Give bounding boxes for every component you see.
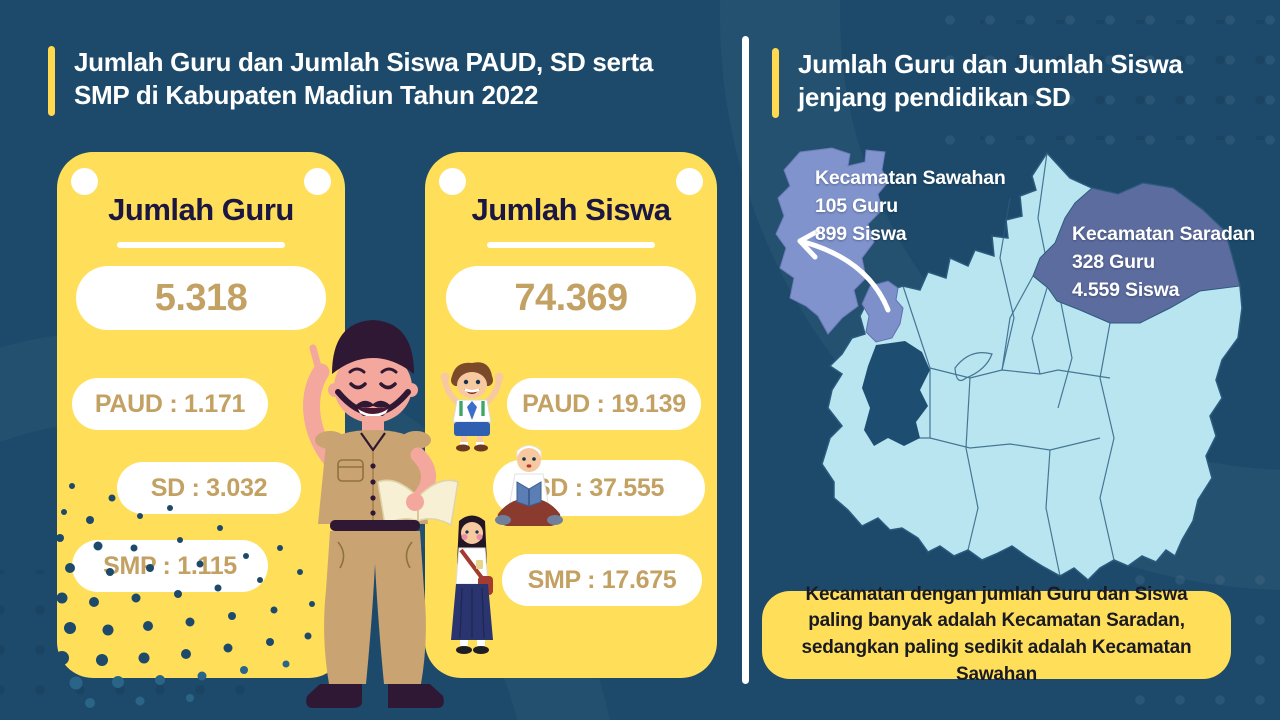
saradan-name: Kecamatan Saradan (1072, 223, 1256, 245)
right-title-line2: jenjang pendidikan SD (798, 82, 1071, 112)
conclusion-text: Kecamatan dengan jumlah Guru dan Siswa p… (801, 583, 1192, 685)
saradan-label: Kecamatan Saradan 328 Guru 4.559 Siswa (1072, 220, 1255, 304)
section-divider (742, 36, 749, 684)
siswa-paud-pill: PAUD : 19.139 (507, 378, 701, 430)
right-title-line1: Jumlah Guru dan Jumlah Siswa (798, 49, 1183, 79)
map-region-sawahan-enlarged (775, 147, 889, 335)
madiun-districts-map (775, 147, 1243, 582)
right-title-accent-bar (772, 48, 779, 118)
siswa-card: Jumlah Siswa 74.369 PAUD : 19.139 SD : 3… (425, 152, 717, 678)
guru-card-heading: Jumlah Guru (108, 192, 294, 227)
left-title-block: Jumlah Guru dan Jumlah Siswa PAUD, SD se… (48, 46, 718, 116)
pin-circle (71, 168, 98, 195)
guru-sd-pill: SD : 3.032 (117, 462, 301, 514)
dots-cluster-decoration (55, 483, 315, 708)
heading-underline (487, 242, 655, 248)
left-title-accent-bar (48, 46, 55, 116)
conclusion-box: Kecamatan dengan jumlah Guru dan Siswa p… (762, 584, 1231, 685)
pin-circle (304, 168, 331, 195)
saradan-siswa: 4.559 Siswa (1072, 279, 1180, 301)
guru-total-pill: 5.318 (76, 266, 326, 330)
pin-circle (439, 168, 466, 195)
pin-circle (676, 168, 703, 195)
standing-girl-illustration (451, 515, 493, 654)
guru-card: Jumlah Guru 5.318 PAUD : 1.171 SD : 3.03… (57, 152, 345, 678)
teacher-illustration (303, 320, 459, 708)
guru-paud-pill: PAUD : 1.171 (72, 378, 268, 430)
sawahan-arrow (797, 228, 891, 313)
sawahan-siswa: 899 Siswa (815, 223, 907, 245)
guru-smp-pill: SMP : 1.115 (72, 540, 268, 592)
map-region-sawahan-small (861, 280, 904, 343)
reading-boy-illustration (495, 445, 563, 526)
saradan-guru: 328 Guru (1072, 251, 1155, 273)
right-title-block: Jumlah Guru dan Jumlah Siswa jenjang pen… (772, 48, 1252, 118)
right-title: Jumlah Guru dan Jumlah Siswa jenjang pen… (798, 48, 1183, 118)
map-region-dark-district (862, 341, 930, 446)
sawahan-guru: 105 Guru (815, 195, 898, 217)
left-title-line1: Jumlah Guru dan Jumlah Siswa PAUD, SD se… (74, 47, 653, 77)
left-title: Jumlah Guru dan Jumlah Siswa PAUD, SD se… (74, 46, 653, 116)
siswa-total-pill: 74.369 (446, 266, 696, 330)
map-region-saradan (1032, 182, 1241, 324)
cheering-boy-illustration (440, 362, 504, 452)
siswa-card-heading: Jumlah Siswa (471, 192, 671, 227)
sawahan-name: Kecamatan Sawahan (815, 167, 1006, 189)
left-title-line2: SMP di Kabupaten Madiun Tahun 2022 (74, 80, 539, 110)
siswa-smp-pill: SMP : 17.675 (502, 554, 702, 606)
heading-underline (117, 242, 285, 248)
sawahan-label: Kecamatan Sawahan 105 Guru 899 Siswa (815, 164, 1006, 248)
